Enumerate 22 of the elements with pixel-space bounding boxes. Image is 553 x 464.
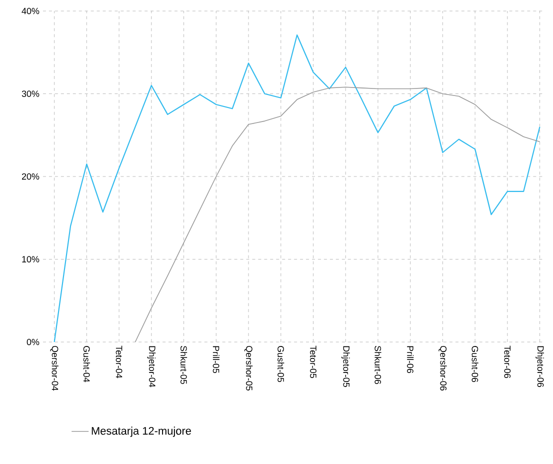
x-tick-label: Gusht-04 — [83, 346, 90, 382]
y-tick-label: 10% — [22, 256, 40, 262]
x-tick-label: Gusht-05 — [278, 346, 284, 382]
x-tick-label: Tetor-04 — [116, 346, 122, 378]
x-tick-label: Dhjetor-06 — [536, 346, 544, 387]
x-tick-label: Qershor-04 — [50, 346, 58, 391]
x-tick-label: Prill-05 — [212, 346, 220, 374]
x-tick-label: Tetor-05 — [310, 346, 316, 378]
x-tick-label: Dhjetor-05 — [341, 346, 350, 387]
x-tick-label: Shkurt-06 — [374, 346, 382, 384]
y-tick-label: 30% — [22, 90, 40, 97]
x-tick-label: Qershor-06 — [438, 346, 447, 390]
y-tick-label: 20% — [22, 173, 40, 180]
y-tick-label: 40% — [22, 8, 40, 14]
x-tick-label: Gusht-06 — [472, 346, 478, 382]
x-tick-label: Shkurt-05 — [180, 346, 188, 384]
legend-label: Mesatarja 12-mujore — [92, 426, 191, 437]
x-tick-label: Prill-06 — [407, 346, 414, 374]
y-tick-label: 0% — [26, 338, 40, 346]
x-tick-label: Qershor-05 — [244, 346, 253, 390]
x-tick-label: Tetor-06 — [504, 346, 511, 378]
x-tick-label: Dhjetor-04 — [147, 346, 156, 388]
